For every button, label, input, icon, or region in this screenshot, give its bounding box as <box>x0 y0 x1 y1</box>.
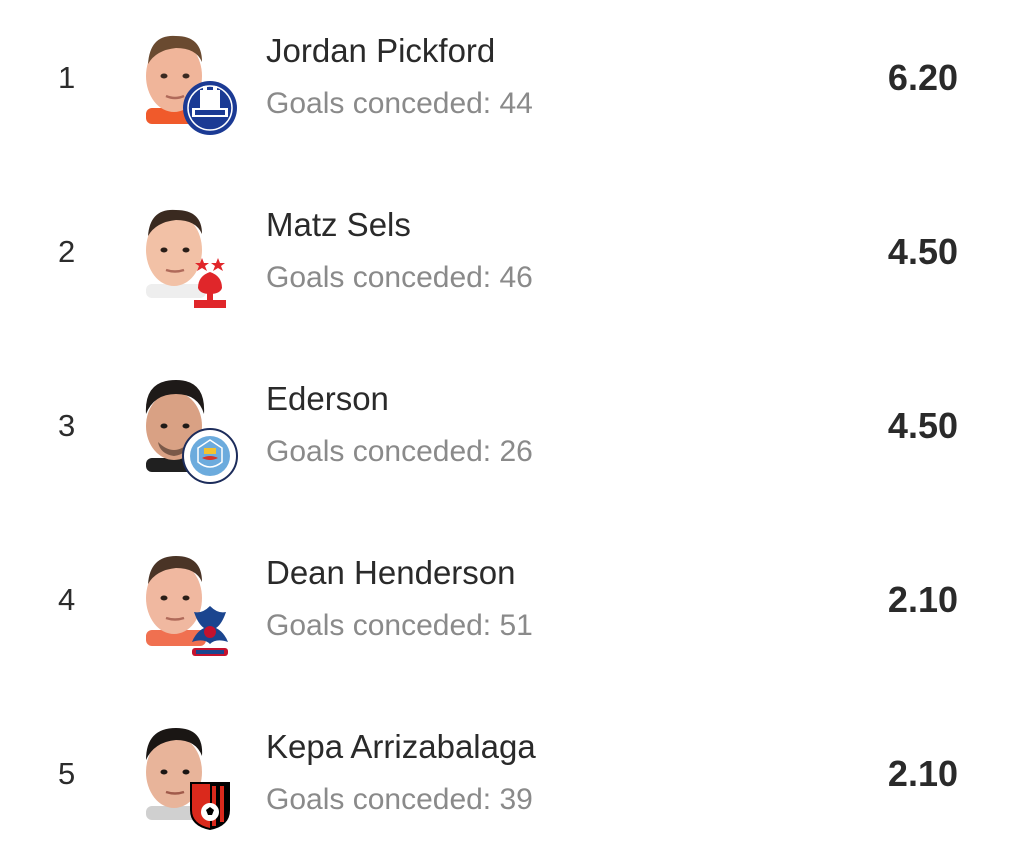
player-face-icon <box>146 728 206 820</box>
player-row[interactable]: 1 Jordan Pickford Goals conceded: 44 <box>0 0 1024 174</box>
player-row[interactable]: 5 Kepa Arrizabalaga Goals conceded: 39 2… <box>0 696 1024 864</box>
rank-number: 5 <box>58 756 76 791</box>
rank-number: 2 <box>58 234 76 269</box>
player-name: Ederson <box>266 380 389 417</box>
player-row[interactable]: 4 Dean Henderson Goals conceded: 51 2.10 <box>0 522 1024 696</box>
player-row[interactable]: 2 Matz Sels Goals conceded: 46 4.50 <box>0 174 1024 348</box>
player-photo <box>136 198 244 310</box>
rank-number: 3 <box>58 408 76 443</box>
player-name: Matz Sels <box>266 206 411 243</box>
player-row[interactable]: 3 Ederson Goals conceded: 26 4.50 <box>0 348 1024 522</box>
player-photo <box>136 546 244 658</box>
goals-conceded-label: Goals conceded: 26 <box>266 435 533 468</box>
rank-number: 1 <box>58 60 76 95</box>
player-face-icon <box>146 209 206 298</box>
goals-conceded-label: Goals conceded: 51 <box>266 609 533 642</box>
player-photo <box>136 372 244 484</box>
player-score: 4.50 <box>887 231 958 272</box>
crystal-palace-badge-icon <box>192 606 228 656</box>
goals-conceded-label: Goals conceded: 39 <box>266 783 533 816</box>
bournemouth-badge-icon <box>190 782 230 830</box>
nottingham-forest-badge-icon <box>194 258 226 308</box>
player-score: 6.20 <box>887 57 958 98</box>
player-name: Jordan Pickford <box>266 32 496 69</box>
player-photo <box>136 720 244 832</box>
rank-number: 4 <box>58 582 76 617</box>
goals-conceded-label: Goals conceded: 44 <box>266 87 533 120</box>
player-name: Kepa Arrizabalaga <box>266 728 536 765</box>
player-score: 4.50 <box>887 405 958 446</box>
manchester-city-badge-icon <box>182 428 238 484</box>
goals-conceded-label: Goals conceded: 46 <box>266 261 533 294</box>
player-name: Dean Henderson <box>266 554 516 591</box>
player-score: 2.10 <box>887 753 958 794</box>
everton-badge-icon <box>183 81 237 135</box>
player-photo <box>136 24 244 136</box>
player-face-icon <box>146 556 206 646</box>
player-score: 2.10 <box>887 579 958 620</box>
